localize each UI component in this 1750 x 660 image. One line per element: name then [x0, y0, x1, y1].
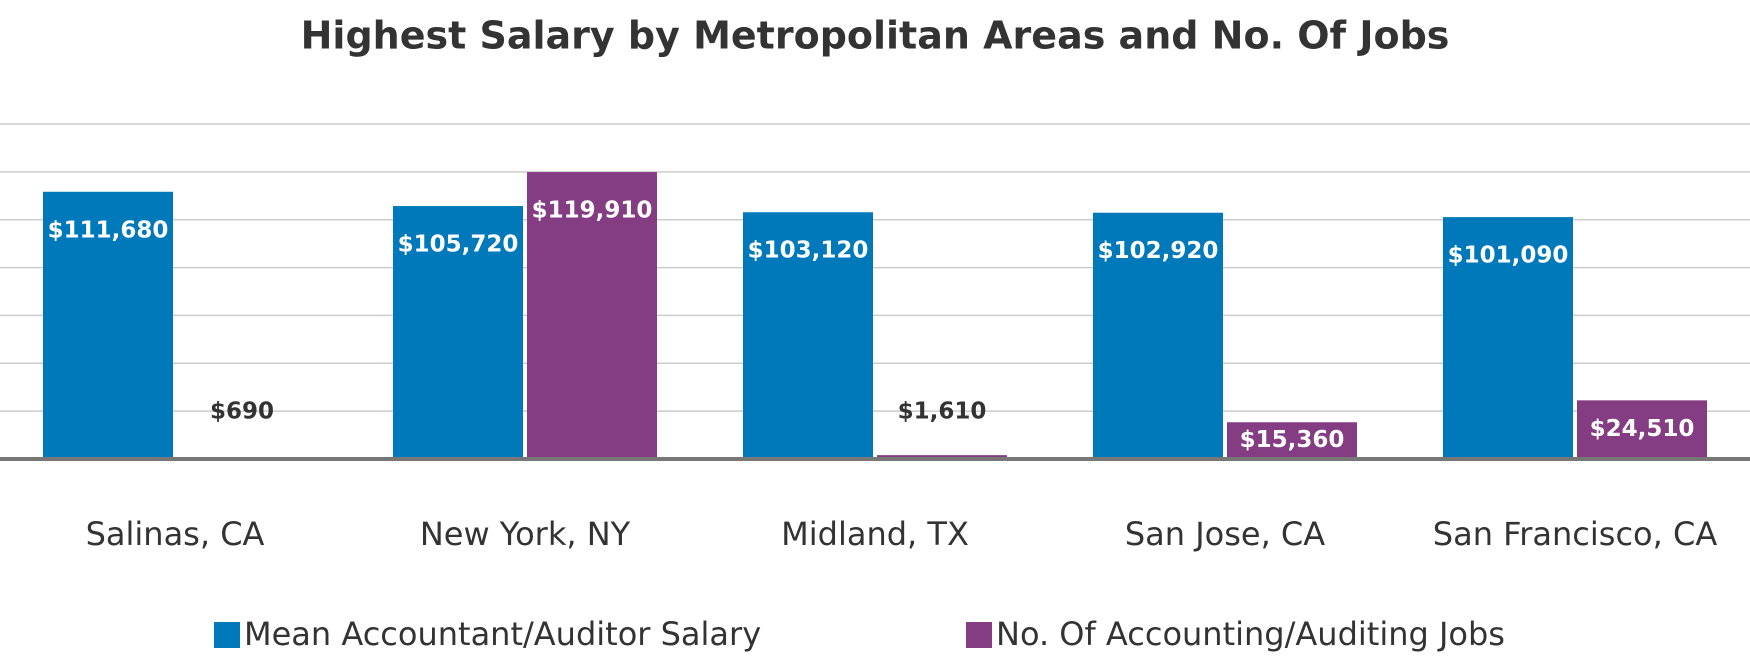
data-label: $103,120 — [748, 238, 869, 264]
bar — [1443, 217, 1573, 459]
x-tick-label: New York, NY — [420, 515, 631, 553]
x-tick-label: Salinas, CA — [86, 515, 265, 553]
chart-title: Highest Salary by Metropolitan Areas and… — [301, 14, 1450, 58]
legend-label: No. Of Accounting/Auditing Jobs — [996, 615, 1505, 653]
x-tick-label: San Francisco, CA — [1433, 515, 1718, 553]
data-label: $24,510 — [1590, 416, 1695, 442]
bar — [43, 191, 173, 459]
bar — [1227, 422, 1357, 459]
bar — [1577, 400, 1707, 459]
data-label: $690 — [210, 399, 274, 425]
x-tick-label: Midland, TX — [781, 515, 969, 553]
data-label: $105,720 — [398, 232, 519, 258]
data-label: $1,610 — [898, 399, 987, 425]
data-label: $102,920 — [1098, 238, 1219, 264]
bar — [743, 212, 873, 459]
data-label: $111,680 — [48, 217, 169, 243]
bar — [393, 206, 523, 459]
bar — [527, 172, 657, 459]
data-label: $119,910 — [532, 198, 653, 224]
x-tick-label: San Jose, CA — [1125, 515, 1325, 553]
data-label: $15,360 — [1240, 427, 1345, 453]
legend-swatch — [966, 622, 992, 648]
legend-label: Mean Accountant/Auditor Salary — [244, 615, 761, 653]
legend-swatch — [214, 622, 240, 648]
bar — [1093, 212, 1223, 459]
data-label: $101,090 — [1448, 243, 1569, 269]
